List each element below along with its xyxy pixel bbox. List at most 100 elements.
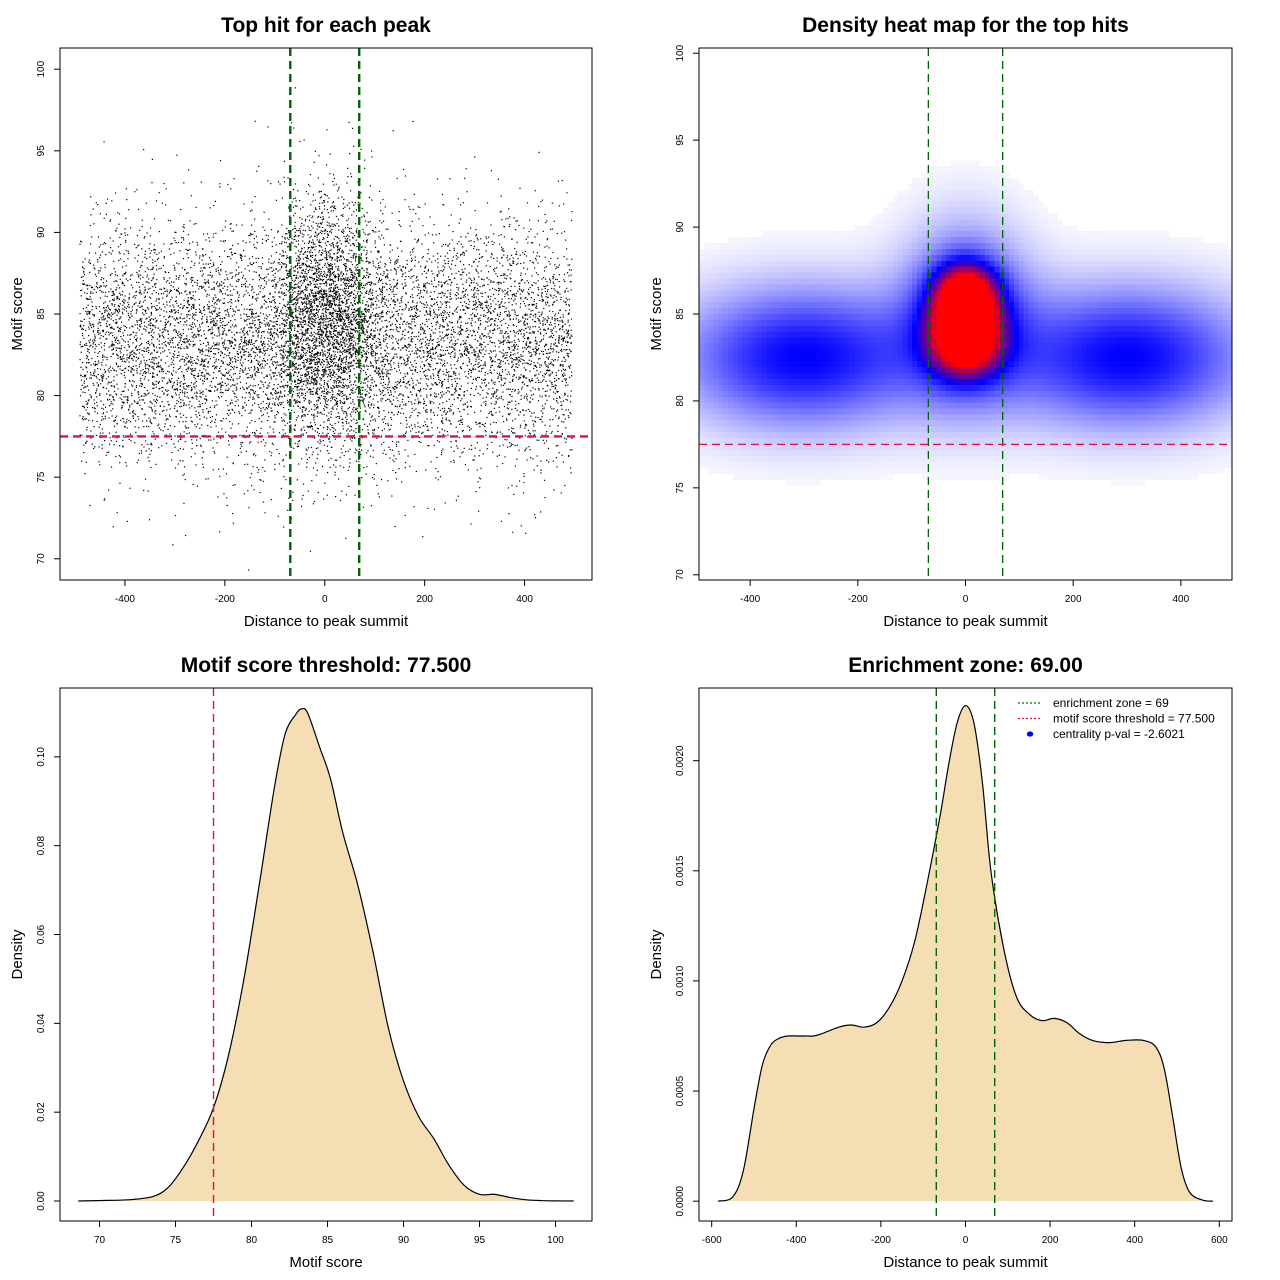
scatter-point xyxy=(202,248,204,250)
scatter-point xyxy=(168,310,171,313)
scatter-point xyxy=(431,349,433,351)
scatter-point xyxy=(438,272,440,274)
scatter-point xyxy=(326,361,328,363)
scatter-point xyxy=(185,420,187,423)
scatter-point xyxy=(124,376,126,379)
scatter-point xyxy=(164,362,167,364)
scatter-point xyxy=(136,368,138,370)
scatter-point xyxy=(254,218,256,220)
scatter-point xyxy=(136,309,138,311)
scatter-point xyxy=(470,371,473,374)
scatter-point xyxy=(348,339,351,342)
scatter-point xyxy=(395,443,398,446)
scatter-point xyxy=(237,278,239,281)
scatter-point xyxy=(536,233,538,235)
scatter-point xyxy=(99,213,101,215)
scatter-point xyxy=(378,344,380,346)
scatter-point xyxy=(90,430,92,432)
scatter-point xyxy=(331,388,333,390)
scatter-point xyxy=(399,380,402,383)
scatter-point xyxy=(100,324,102,327)
scatter-point xyxy=(85,366,87,368)
scatter-point xyxy=(567,415,569,417)
scatter-point xyxy=(532,303,534,305)
scatter-point xyxy=(363,347,365,349)
scatter-point xyxy=(185,363,188,365)
scatter-point xyxy=(491,254,493,256)
scatter-point xyxy=(355,411,357,413)
scatter-point xyxy=(214,310,216,312)
scatter-point xyxy=(402,376,404,379)
y-tick-label: 100 xyxy=(36,60,47,77)
scatter-point xyxy=(524,320,526,322)
scatter-point xyxy=(193,333,195,335)
scatter-point xyxy=(244,358,246,360)
scatter-point xyxy=(385,368,387,371)
scatter-point xyxy=(515,404,517,406)
scatter-point xyxy=(203,359,206,361)
scatter-point xyxy=(515,220,517,222)
scatter-point xyxy=(508,373,511,375)
scatter-point xyxy=(117,343,119,345)
scatter-point xyxy=(247,265,249,267)
scatter-point xyxy=(514,335,516,337)
scatter-point xyxy=(227,349,229,351)
scatter-point xyxy=(260,312,262,314)
scatter-point xyxy=(343,321,346,323)
scatter-point xyxy=(337,375,339,377)
scatter-point xyxy=(565,248,568,250)
scatter-point xyxy=(272,343,274,346)
scatter-point xyxy=(108,331,110,333)
scatter-point xyxy=(452,413,454,415)
scatter-point xyxy=(234,355,236,358)
scatter-point xyxy=(267,238,269,240)
scatter-point xyxy=(548,395,550,397)
scatter-point xyxy=(151,339,153,341)
scatter-point xyxy=(248,391,251,393)
scatter-point xyxy=(239,362,241,364)
scatter-point xyxy=(378,306,380,308)
scatter-point xyxy=(504,438,506,441)
scatter-point xyxy=(86,288,89,290)
scatter-point xyxy=(309,284,311,286)
scatter-point xyxy=(237,299,240,302)
scatter-point xyxy=(189,344,191,346)
scatter-point xyxy=(179,460,181,462)
scatter-point xyxy=(302,365,305,367)
scatter-point xyxy=(195,336,197,338)
scatter-point xyxy=(242,405,244,408)
scatter-point xyxy=(473,288,475,290)
scatter-point xyxy=(502,360,504,363)
scatter-point xyxy=(326,400,328,402)
y-tick-label: 70 xyxy=(36,553,47,565)
scatter-point xyxy=(322,360,324,362)
scatter-point xyxy=(407,381,409,383)
scatter-point xyxy=(366,359,368,361)
scatter-point xyxy=(380,273,382,275)
scatter-point xyxy=(500,210,502,212)
scatter-point xyxy=(303,263,305,265)
scatter-point xyxy=(390,391,392,393)
scatter-point xyxy=(286,366,288,368)
scatter-point xyxy=(565,438,568,440)
scatter-point xyxy=(413,352,416,354)
scatter-point xyxy=(90,377,92,379)
scatter-point xyxy=(221,229,224,231)
scatter-point xyxy=(132,410,135,412)
scatter-point xyxy=(234,344,236,347)
scatter-point xyxy=(201,287,203,289)
scatter-point xyxy=(275,284,277,287)
scatter-point xyxy=(440,301,442,303)
scatter-point xyxy=(277,383,279,386)
scatter-point xyxy=(463,309,465,311)
scatter-point xyxy=(422,296,424,298)
scatter-point xyxy=(361,476,363,479)
scatter-point xyxy=(93,341,95,344)
scatter-point xyxy=(479,487,481,489)
scatter-point xyxy=(518,285,521,288)
scatter-point xyxy=(127,301,129,304)
scatter-point xyxy=(245,351,247,353)
scatter-point xyxy=(99,289,101,292)
scatter-point xyxy=(146,326,148,328)
scatter-point xyxy=(465,347,467,349)
